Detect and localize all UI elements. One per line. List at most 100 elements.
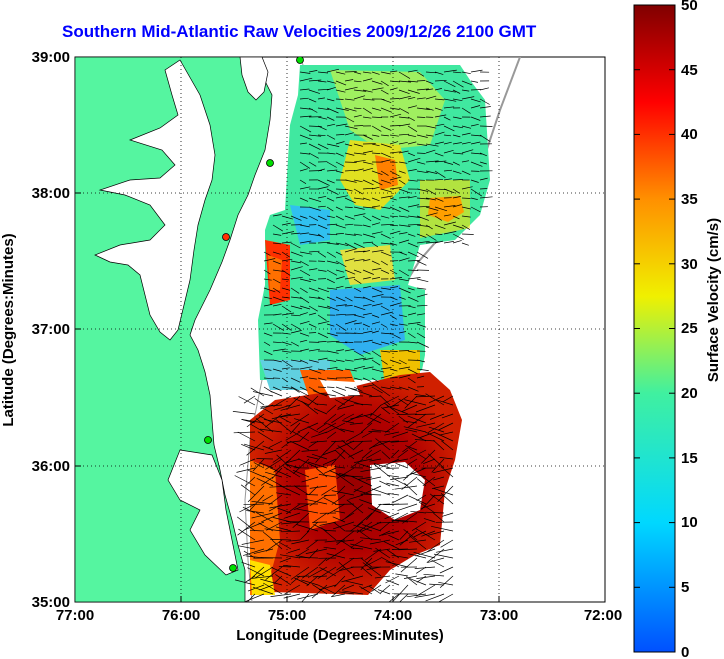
velocity-arrow bbox=[344, 286, 353, 289]
velocity-arrow bbox=[335, 359, 345, 362]
velocity-arrow bbox=[439, 566, 454, 574]
velocity-arrow bbox=[408, 447, 427, 460]
velocity-arrow bbox=[371, 260, 380, 265]
velocity-arrow bbox=[452, 179, 463, 181]
velocity-arrow bbox=[317, 97, 325, 100]
velocity-arrow bbox=[421, 530, 436, 537]
velocity-arrow bbox=[389, 70, 398, 73]
velocity-arrow bbox=[308, 305, 318, 312]
velocity-arrow bbox=[416, 197, 430, 200]
velocity-arrow bbox=[362, 357, 374, 361]
velocity-arrow bbox=[389, 377, 398, 379]
velocity-arrow bbox=[335, 215, 345, 221]
velocity-arrow bbox=[299, 556, 319, 559]
velocity-arrow bbox=[356, 529, 373, 541]
velocity-arrow bbox=[371, 303, 383, 307]
velocity-arrow bbox=[389, 332, 401, 339]
velocity-arrow bbox=[398, 188, 411, 194]
velocity-arrow bbox=[389, 134, 399, 137]
velocity-arrow bbox=[407, 368, 418, 375]
velocity-arrow bbox=[407, 223, 421, 226]
velocity-arrow bbox=[344, 206, 353, 208]
velocity-arrow bbox=[299, 186, 311, 190]
velocity-arrow bbox=[369, 404, 382, 417]
velocity-arrow bbox=[263, 377, 274, 380]
velocity-arrow bbox=[244, 476, 256, 487]
velocity-arrow bbox=[420, 503, 436, 509]
velocity-arrow bbox=[255, 418, 274, 433]
velocity-arrow bbox=[374, 507, 391, 514]
velocity-arrow bbox=[317, 260, 326, 262]
velocity-arrow bbox=[398, 116, 410, 119]
velocity-arrow bbox=[461, 96, 475, 100]
velocity-arrow bbox=[236, 467, 256, 473]
velocity-arrow bbox=[380, 179, 392, 184]
velocity-arrow bbox=[416, 107, 430, 110]
velocity-arrow bbox=[290, 566, 310, 580]
velocity-arrow bbox=[379, 480, 391, 487]
velocity-arrow bbox=[331, 584, 346, 598]
velocity-arrow bbox=[461, 149, 474, 154]
velocity-arrow bbox=[362, 107, 372, 114]
velocity-arrow bbox=[350, 539, 364, 548]
velocity-arrow bbox=[286, 440, 301, 443]
velocity-arrow bbox=[353, 206, 365, 210]
velocity-arrow bbox=[332, 521, 355, 530]
velocity-arrow bbox=[470, 197, 478, 200]
velocity-arrow bbox=[405, 445, 418, 451]
velocity-arrow bbox=[343, 413, 355, 420]
velocity-arrow bbox=[335, 296, 346, 302]
velocity-arrow bbox=[265, 471, 283, 478]
velocity-arrow bbox=[416, 359, 425, 363]
velocity-arrow bbox=[290, 330, 302, 334]
velocity-arrow bbox=[390, 449, 400, 458]
velocity-arrow bbox=[429, 413, 445, 420]
velocity-arrow bbox=[335, 123, 348, 127]
velocity-arrow bbox=[299, 260, 309, 267]
velocity-arrow bbox=[435, 548, 454, 553]
velocity-arrow bbox=[380, 332, 393, 335]
velocity-arrow bbox=[326, 440, 337, 451]
velocity-arrow bbox=[443, 161, 454, 165]
velocity-arrow bbox=[317, 233, 325, 239]
velocity-arrow bbox=[407, 105, 417, 109]
velocity-arrow bbox=[353, 322, 362, 325]
velocity-arrow bbox=[299, 339, 308, 343]
velocity-arrow bbox=[357, 463, 373, 469]
velocity-arrow bbox=[335, 161, 345, 167]
velocity-arrow bbox=[317, 305, 331, 309]
velocity-arrow bbox=[415, 548, 436, 557]
velocity-arrow bbox=[366, 503, 382, 521]
velocity-arrow bbox=[389, 350, 398, 352]
velocity-arrow bbox=[281, 312, 295, 316]
velocity-arrow bbox=[389, 107, 400, 110]
velocity-arrow bbox=[470, 69, 483, 73]
velocity-arrow bbox=[389, 113, 402, 118]
velocity-arrow bbox=[470, 105, 481, 109]
velocity-arrow bbox=[317, 251, 327, 258]
velocity-arrow bbox=[353, 258, 365, 262]
velocity-arrow bbox=[272, 359, 282, 363]
velocity-arrow bbox=[317, 195, 327, 199]
velocity-arrow bbox=[311, 431, 328, 438]
velocity-arrow bbox=[299, 320, 310, 325]
velocity-arrow bbox=[290, 266, 303, 271]
velocity-arrow bbox=[344, 269, 356, 275]
velocity-arrow bbox=[262, 494, 274, 502]
velocity-arrow bbox=[290, 251, 303, 257]
velocity-arrow bbox=[353, 314, 365, 319]
velocity-arrow bbox=[380, 152, 392, 158]
velocity-arrow bbox=[425, 511, 445, 514]
velocity-arrow bbox=[335, 233, 344, 235]
velocity-arrow bbox=[389, 286, 399, 289]
velocity-arrow bbox=[290, 296, 303, 299]
velocity-arrow bbox=[317, 71, 329, 74]
velocity-arrow bbox=[394, 485, 418, 490]
velocity-arrow bbox=[294, 418, 310, 424]
velocity-arrow bbox=[233, 431, 256, 434]
velocity-arrow bbox=[318, 557, 328, 567]
y-axis-title: Latitude (Degrees:Minutes) bbox=[0, 233, 17, 426]
x-tick-label: 75:00 bbox=[268, 607, 306, 624]
colorbar-tick-label: 15 bbox=[681, 450, 698, 467]
velocity-arrow bbox=[479, 177, 488, 181]
